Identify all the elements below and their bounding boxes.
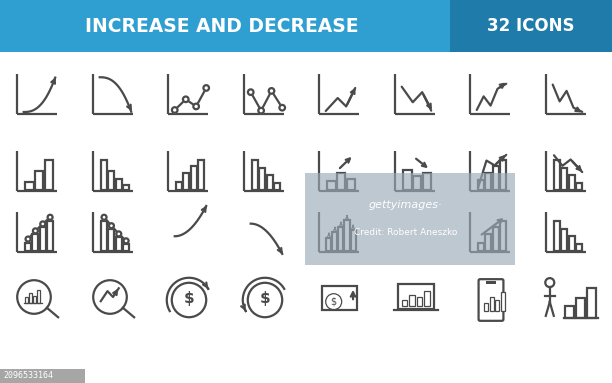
Bar xyxy=(116,237,122,251)
Bar xyxy=(184,173,190,190)
Bar xyxy=(501,292,504,311)
Bar xyxy=(495,300,499,311)
Bar xyxy=(123,185,129,190)
Text: gettyimages·: gettyimages· xyxy=(369,200,442,210)
Bar xyxy=(493,166,499,190)
Bar xyxy=(327,181,335,190)
Text: 2096533164: 2096533164 xyxy=(3,372,53,380)
Bar xyxy=(345,220,349,251)
Text: $: $ xyxy=(259,291,271,306)
Bar xyxy=(485,234,491,251)
Text: $: $ xyxy=(330,296,337,306)
Bar xyxy=(490,297,494,311)
Circle shape xyxy=(203,85,209,91)
Bar xyxy=(267,175,273,190)
Bar xyxy=(326,238,332,251)
Bar xyxy=(401,300,407,306)
Text: INCREASE AND DECREASE: INCREASE AND DECREASE xyxy=(85,16,359,36)
Circle shape xyxy=(26,237,31,242)
Circle shape xyxy=(172,107,177,113)
Bar xyxy=(485,173,491,190)
Bar xyxy=(0,369,85,383)
Bar xyxy=(351,230,356,251)
Circle shape xyxy=(269,88,274,94)
Bar xyxy=(176,182,182,190)
FancyBboxPatch shape xyxy=(398,284,435,309)
Text: Credit: Robert Aneszko: Credit: Robert Aneszko xyxy=(354,228,458,237)
Bar xyxy=(0,0,612,52)
Bar xyxy=(422,173,431,190)
Circle shape xyxy=(183,97,188,102)
Bar xyxy=(486,281,496,284)
Bar xyxy=(108,229,114,251)
Circle shape xyxy=(48,215,53,220)
Circle shape xyxy=(258,108,264,113)
Circle shape xyxy=(124,238,129,243)
Bar xyxy=(25,242,31,251)
Bar xyxy=(101,221,107,251)
Bar xyxy=(252,160,258,190)
Bar xyxy=(554,160,560,190)
Bar xyxy=(45,160,53,190)
Bar xyxy=(561,229,567,251)
Bar xyxy=(493,228,499,251)
Bar xyxy=(35,171,43,190)
Bar xyxy=(47,221,53,251)
Bar xyxy=(569,236,575,251)
Bar xyxy=(576,298,585,318)
Circle shape xyxy=(193,104,199,109)
Bar xyxy=(478,180,484,190)
Bar xyxy=(450,0,612,52)
Circle shape xyxy=(40,221,45,226)
Bar xyxy=(198,160,204,190)
Bar xyxy=(25,182,34,190)
Bar xyxy=(29,293,32,303)
Bar xyxy=(484,303,488,311)
Text: $: $ xyxy=(184,291,195,306)
Bar xyxy=(478,242,484,251)
Bar xyxy=(33,296,36,303)
Bar xyxy=(337,173,345,190)
Bar xyxy=(116,178,122,190)
Circle shape xyxy=(33,228,38,233)
Bar xyxy=(424,291,430,306)
Bar xyxy=(576,244,582,251)
Bar xyxy=(123,244,129,251)
Circle shape xyxy=(116,231,121,236)
Bar xyxy=(259,168,266,190)
Bar xyxy=(409,295,414,306)
Bar xyxy=(37,290,40,303)
Bar xyxy=(346,178,355,190)
Bar xyxy=(274,183,280,190)
Bar xyxy=(101,160,107,190)
Bar xyxy=(587,288,596,318)
FancyBboxPatch shape xyxy=(322,286,357,310)
Bar xyxy=(40,228,46,251)
Bar xyxy=(108,171,114,190)
Circle shape xyxy=(109,223,114,228)
FancyBboxPatch shape xyxy=(479,279,504,321)
Bar xyxy=(500,160,506,190)
Bar xyxy=(569,175,575,190)
Bar xyxy=(417,297,422,306)
Circle shape xyxy=(280,105,285,111)
Bar xyxy=(32,234,39,251)
Bar xyxy=(403,170,412,190)
Bar xyxy=(332,232,337,251)
Bar xyxy=(576,183,582,190)
Bar xyxy=(412,177,422,190)
Bar xyxy=(24,297,28,303)
Text: 32 ICONS: 32 ICONS xyxy=(487,17,575,35)
Bar xyxy=(554,221,560,251)
Circle shape xyxy=(102,215,106,220)
Bar xyxy=(305,173,515,265)
Circle shape xyxy=(248,89,253,95)
Bar xyxy=(500,221,506,251)
Bar xyxy=(338,227,343,251)
Bar xyxy=(565,306,574,318)
Bar xyxy=(191,166,197,190)
Bar xyxy=(561,168,567,190)
